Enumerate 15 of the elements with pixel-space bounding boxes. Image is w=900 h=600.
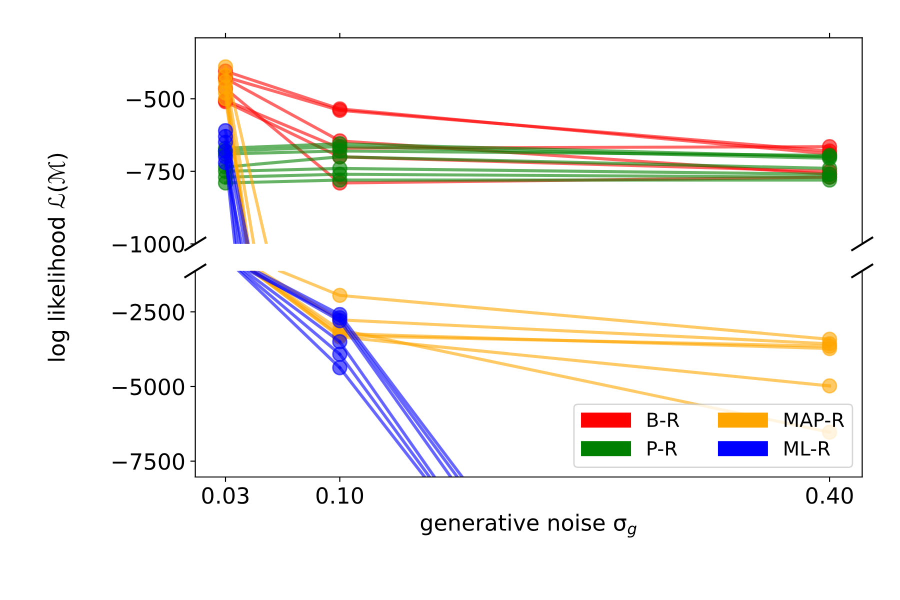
legend-label: ML-R	[784, 441, 830, 456]
y-tick-label: −1000	[112, 236, 184, 253]
y-tick-label: −7500	[112, 453, 184, 470]
y-tick-label: −2500	[112, 304, 184, 321]
y-tick-label: −750	[126, 163, 184, 180]
legend-label: B-R	[648, 412, 680, 427]
legend-label: P-R	[648, 441, 678, 456]
x-tick-label: 0.03	[202, 487, 248, 504]
y-tick-label: −500	[126, 90, 184, 108]
x-tick-label: 0.40	[806, 487, 853, 504]
x-axis-title: generative noise σ$_{g}$	[420, 514, 636, 538]
y-axis-title: log likelihood ℒ(ℳ)	[48, 154, 70, 361]
x-tick-label: 0.10	[316, 487, 364, 504]
y-tick-label: −5000	[112, 378, 184, 396]
legend-label: MAP-R	[784, 412, 844, 427]
